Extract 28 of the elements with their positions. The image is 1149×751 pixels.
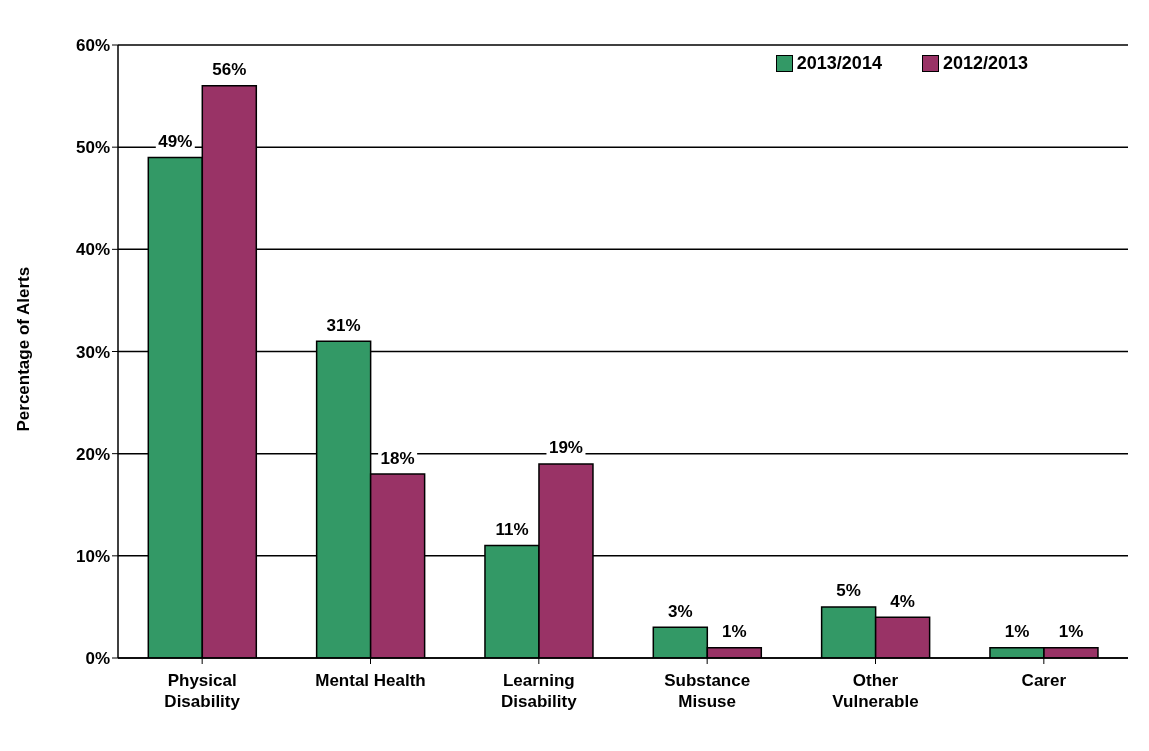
data-label: 4%: [890, 591, 915, 611]
data-label: 3%: [668, 601, 693, 621]
y-tick-label: 20%: [75, 444, 110, 464]
data-label: 19%: [548, 438, 583, 458]
y-tick-label: 40%: [75, 240, 110, 260]
data-label: 18%: [380, 448, 415, 468]
y-tick-label: 50%: [75, 138, 110, 158]
y-tick-label: 60%: [75, 36, 110, 56]
data-label: 1%: [1058, 622, 1084, 642]
x-tick-label: Learning Disability: [501, 671, 578, 711]
legend-label: 2013/2014: [796, 53, 882, 74]
x-tick-label: Carer: [1021, 671, 1067, 690]
y-tick-label: 30%: [75, 342, 110, 362]
y-axis-title: Percentage of Alerts: [14, 266, 34, 432]
data-label: 5%: [836, 581, 861, 601]
data-label: 56%: [212, 60, 247, 80]
data-label: 11%: [495, 520, 529, 540]
x-tick-label: Physical Disability: [164, 671, 241, 711]
data-label: 1%: [722, 622, 747, 642]
data-label: 1%: [1004, 622, 1030, 642]
x-tick-label: Other Vulnerable: [832, 671, 919, 711]
x-tick-label: Substance Misuse: [664, 671, 751, 711]
data-label: 31%: [326, 315, 361, 335]
y-tick-label: 0%: [85, 649, 110, 669]
x-tick-label: Mental Health: [315, 671, 426, 690]
y-tick-label: 10%: [75, 546, 110, 566]
legend-label: 2012/2013: [942, 53, 1028, 74]
data-label: 49%: [158, 131, 193, 151]
